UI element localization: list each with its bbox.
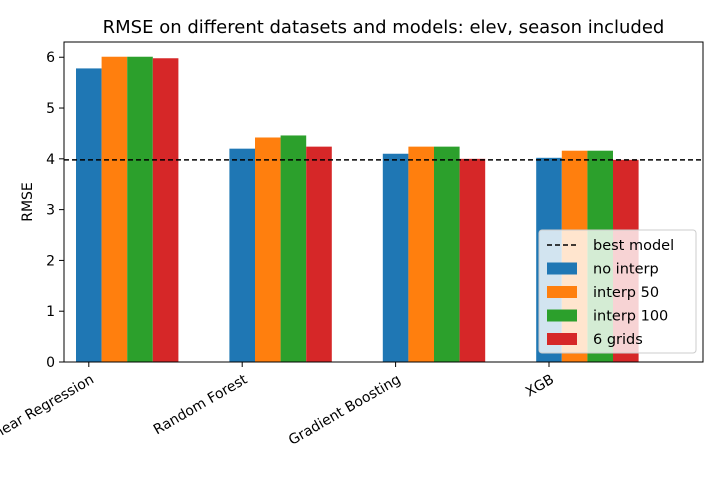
y-tick-label: 5	[46, 101, 55, 117]
bar-interp-100-2	[434, 146, 460, 362]
legend-label: no interp	[593, 262, 659, 278]
chart-title: RMSE on different datasets and models: e…	[103, 17, 665, 38]
bar-interp-50-1	[255, 137, 281, 362]
y-tick-label: 4	[46, 152, 55, 168]
y-tick-label: 2	[46, 253, 55, 269]
x-tick-label: Linear Regression	[0, 372, 97, 448]
legend: best model no interp interp 50 interp 100 6 …	[538, 229, 697, 354]
bar-6-grids-1	[306, 146, 332, 362]
bar-6-grids-0	[152, 58, 179, 362]
y-axis: 0 1 2 3 4 5 6	[46, 50, 64, 371]
bar-no-interp-2	[382, 153, 409, 362]
bar-6-grids-2	[459, 158, 486, 362]
legend-label: 6 grids	[593, 332, 643, 348]
legend-label: interp 100	[593, 309, 668, 325]
bar-interp-50-2	[408, 146, 434, 362]
legend-label: best model	[593, 238, 674, 254]
bar-interp-50-0	[101, 56, 128, 362]
y-tick-label: 1	[46, 304, 55, 320]
legend-label: interp 50	[593, 285, 659, 301]
bar-no-interp-1	[229, 148, 255, 362]
plot-frame	[63, 41, 704, 363]
x-tick-label: XGB	[523, 372, 557, 401]
bar-interp-100-0	[127, 56, 153, 362]
y-tick-label: 6	[46, 50, 55, 66]
x-tick-label: Random Forest	[151, 371, 251, 438]
legend-swatch-no-interp	[547, 262, 577, 275]
legend-swatch-interp-100	[547, 309, 577, 322]
y-tick-label: 3	[46, 203, 55, 219]
legend-box	[538, 229, 697, 354]
legend-swatch-6-grids	[547, 333, 577, 345]
bar-interp-100-1	[280, 135, 307, 362]
x-tick-label: Gradient Boosting	[286, 372, 404, 449]
y-tick-label: 0	[46, 355, 55, 371]
bar-no-interp-0	[76, 68, 102, 363]
y-axis-label: RMSE	[20, 182, 36, 222]
x-axis: Linear Regression Random Forest Gradient B…	[0, 362, 557, 449]
legend-swatch-interp-50	[547, 286, 577, 298]
